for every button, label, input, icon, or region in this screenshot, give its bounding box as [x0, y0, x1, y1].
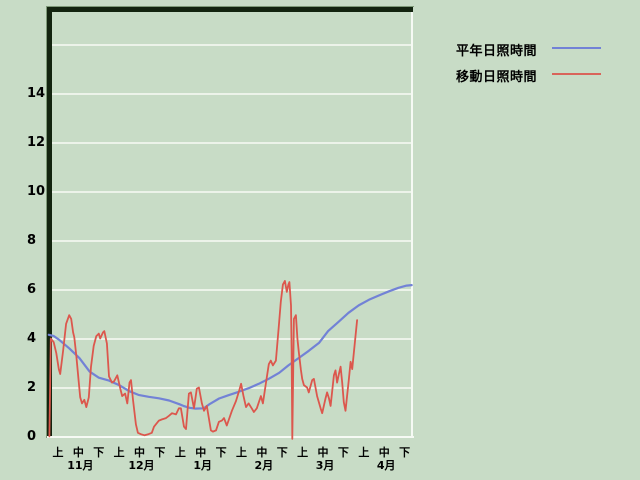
- x-tick-11月-下: 下: [93, 446, 105, 459]
- legend-line-red-icon: [552, 73, 601, 75]
- x-tick-1月-上: 上: [174, 446, 186, 459]
- gridline-2: [52, 386, 411, 389]
- legend-line-blue-icon: [552, 47, 601, 49]
- gridline-12: [52, 141, 411, 144]
- legend-label-moving: 移動日照時間: [456, 70, 538, 85]
- plot-frame-top: [47, 7, 413, 12]
- x-tick-12月-下: 下: [154, 446, 166, 459]
- y-tick-label-6: 6: [27, 281, 37, 297]
- x-tick-11月-上: 上: [52, 446, 64, 459]
- y-tick-label-10: 10: [27, 183, 46, 199]
- x-tick-12月-中: 中: [134, 446, 146, 459]
- gridline-6: [52, 288, 411, 291]
- x-tick-1月-中: 中: [195, 446, 207, 459]
- frame-outer-highlight-top: [46, 6, 414, 7]
- series-line-1: [48, 279, 359, 440]
- x-tick-2月-中: 中: [256, 446, 268, 459]
- legend-row-normal: 平年日照時間: [456, 40, 636, 66]
- y-tick-label-8: 8: [27, 232, 37, 248]
- x-month-label-4月: 4月: [376, 459, 396, 472]
- x-tick-4月-上: 上: [358, 446, 370, 459]
- x-month-label-3月: 3月: [315, 459, 335, 472]
- x-tick-11月-中: 中: [72, 446, 84, 459]
- frame-outer-highlight-left: [46, 6, 47, 438]
- plot-frame-bottom: [47, 436, 414, 438]
- y-tick-label-4: 4: [27, 330, 37, 346]
- legend-row-moving: 移動日照時間: [456, 66, 636, 92]
- plot-frame-right: [411, 12, 413, 438]
- x-month-label-1月: 1月: [193, 459, 213, 472]
- x-tick-12月-上: 上: [113, 446, 125, 459]
- y-tick-label-12: 12: [27, 134, 46, 150]
- gridline-10: [52, 190, 411, 193]
- x-tick-2月-上: 上: [235, 446, 247, 459]
- x-tick-4月-中: 中: [378, 446, 390, 459]
- y-tick-label-2: 2: [27, 379, 37, 395]
- x-month-label-12月: 12月: [128, 459, 155, 472]
- x-tick-1月-下: 下: [215, 446, 227, 459]
- plot-frame-left: [47, 7, 52, 438]
- x-tick-3月-下: 下: [337, 446, 349, 459]
- y-tick-label-14: 14: [27, 85, 46, 101]
- series-line-0: [47, 284, 413, 410]
- x-month-label-11月: 11月: [67, 459, 94, 472]
- gridline-4: [52, 337, 411, 340]
- legend: 平年日照時間 移動日照時間: [456, 40, 636, 92]
- gridline-14: [52, 92, 411, 95]
- x-month-label-2月: 2月: [254, 459, 274, 472]
- legend-label-normal: 平年日照時間: [456, 44, 538, 59]
- y-tick-label-0: 0: [27, 428, 37, 444]
- x-tick-3月-中: 中: [317, 446, 329, 459]
- gridline-16: [52, 43, 411, 46]
- gridline-8: [52, 239, 411, 242]
- x-tick-3月-上: 上: [297, 446, 309, 459]
- x-tick-4月-下: 下: [399, 446, 411, 459]
- x-tick-2月-下: 下: [276, 446, 288, 459]
